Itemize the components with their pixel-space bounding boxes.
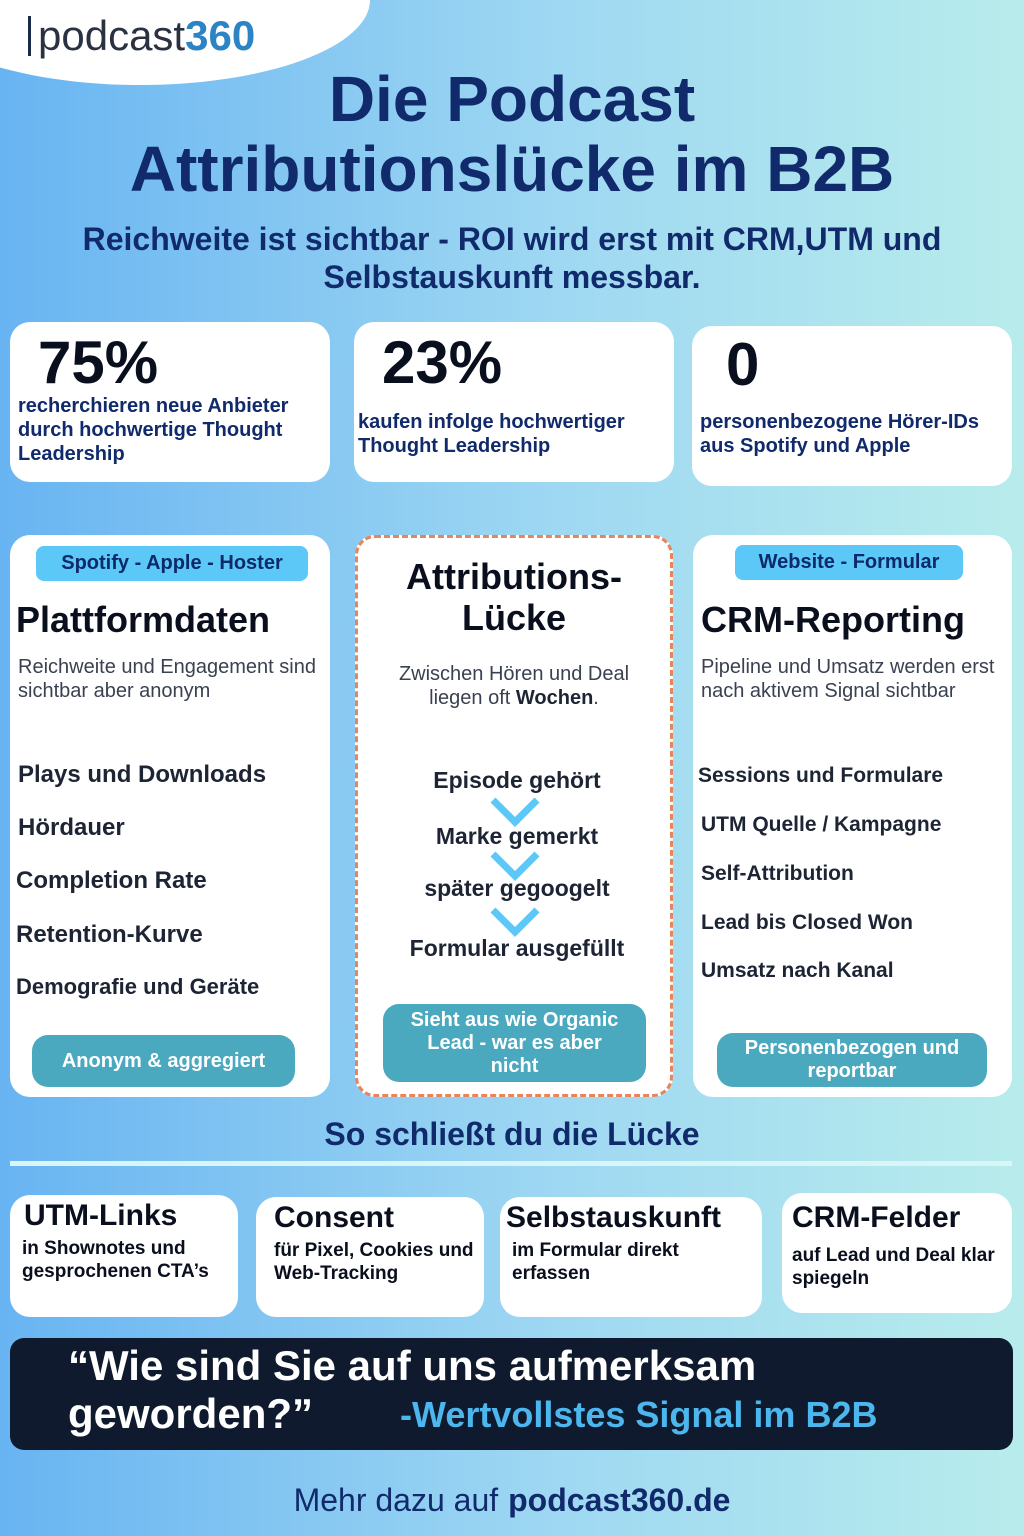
tip-title: UTM-Links [24,1199,178,1232]
tip-text: im Formular direkt erfassen [512,1240,679,1284]
step: Formular ausgefüllt [409,935,625,961]
item: Umsatz nach Kanal [701,959,894,982]
column-card: Attributions-Lücke Zwischen Hören und De… [355,535,673,1097]
tip-title: CRM-Felder [792,1201,961,1234]
stat-card: 0 personenbezogene Hörer-IDs aus Spotify… [692,326,1012,486]
stat-text: recherchieren neue Anbieter durch hochwe… [18,395,289,465]
stat-text: personenbezogene Hörer-IDs aus Spotify u… [700,411,979,457]
footer-prefix: Mehr dazu auf [293,1482,499,1518]
tip-title: Consent [274,1201,394,1234]
item: Lead bis Closed Won [701,911,913,934]
tip-title: Selbstauskunft [506,1201,722,1234]
item: Demografie und Geräte [16,974,260,999]
column-title: CRM-Reporting [701,599,965,640]
tag: Spotify - Apple - Hoster [36,546,308,581]
description: Reichweite und Engagement sind sichtbar … [18,656,316,702]
badge: Personenbezogen und reportbar [717,1033,987,1087]
logo: podcast360 [38,12,255,60]
description: Pipeline und Umsatz werden erst nach akt… [701,656,995,702]
logo-shape [0,0,370,85]
badge: Anonym & aggregiert [32,1035,295,1087]
tip-card: Selbstauskunft im Formular direkt erfass… [500,1197,762,1317]
stat-card: 75% recherchieren neue Anbieter durch ho… [10,322,330,482]
item: Completion Rate [16,867,207,894]
step: später gegoogelt [424,875,610,901]
item: Retention-Kurve [16,921,203,948]
footer: Mehr dazu auf podcast360.de [0,1482,1024,1519]
tip-text: für Pixel, Cookies und Web-Tracking [274,1240,474,1284]
column-card: Spotify - Apple - Hoster Plattformdaten … [10,535,330,1097]
section-title: So schließt du die Lücke [324,1116,700,1152]
footer-link: podcast360.de [508,1482,731,1518]
badge: Sieht aus wie Organic Lead - war es aber… [383,1004,646,1082]
stat-value: 23% [382,329,503,396]
subtitle: Reichweite ist sichtbar - ROI wird erst … [82,221,942,296]
stat-text: kaufen infolge hochwertiger Thought Lead… [358,411,625,457]
logo-name: podcast [38,12,186,59]
tip-card: Consent für Pixel, Cookies und Web-Track… [256,1197,484,1317]
step: Marke gemerkt [435,823,599,849]
tip-card: CRM-Felder auf Lead und Deal klar spiege… [782,1193,1012,1313]
item: UTM Quelle / Kampagne [701,813,942,836]
tip-text: in Shownotes und gesprochenen CTA’s [22,1238,209,1282]
item: Self-Attribution [701,862,854,885]
logo-suffix: 360 [185,12,256,59]
stat-value: 75% [38,329,159,396]
column-card: Website - Formular CRM-Reporting Pipelin… [693,535,1012,1097]
description-text: Zwischen Hören und Deal liegen oft [398,663,630,709]
divider [10,1161,1012,1166]
item: Hördauer [18,814,125,841]
quote-box: “Wie sind Sie auf uns aufmerksam geworde… [10,1338,1013,1450]
tag: Website - Formular [735,545,963,580]
title: Die Podcast Attributionslücke im B2B [129,63,895,206]
stat-card: 23% kaufen infolge hochwertiger Thought … [354,322,674,482]
description-bold: Wochen [515,687,594,709]
step: Episode gehört [433,767,601,793]
quote-source: -Wertvollstes Signal im B2B [400,1394,878,1435]
item: Plays und Downloads [18,761,267,788]
column-title: Plattformdaten [16,599,271,640]
item: Sessions und Formulare [698,764,944,787]
quote-text: “Wie sind Sie auf uns aufmerksam geworde… [68,1342,757,1437]
stat-value: 0 [726,331,760,398]
tip-text: auf Lead und Deal klar spiegeln [792,1245,995,1289]
column-title: Attributions-Lücke [406,556,622,639]
tip-card: UTM-Links in Shownotes und gesprochenen … [10,1195,238,1317]
description-text: . [593,687,599,709]
description: Zwischen Hören und Deal liegen oft Woche… [372,662,656,710]
flow-arrows [490,797,540,937]
